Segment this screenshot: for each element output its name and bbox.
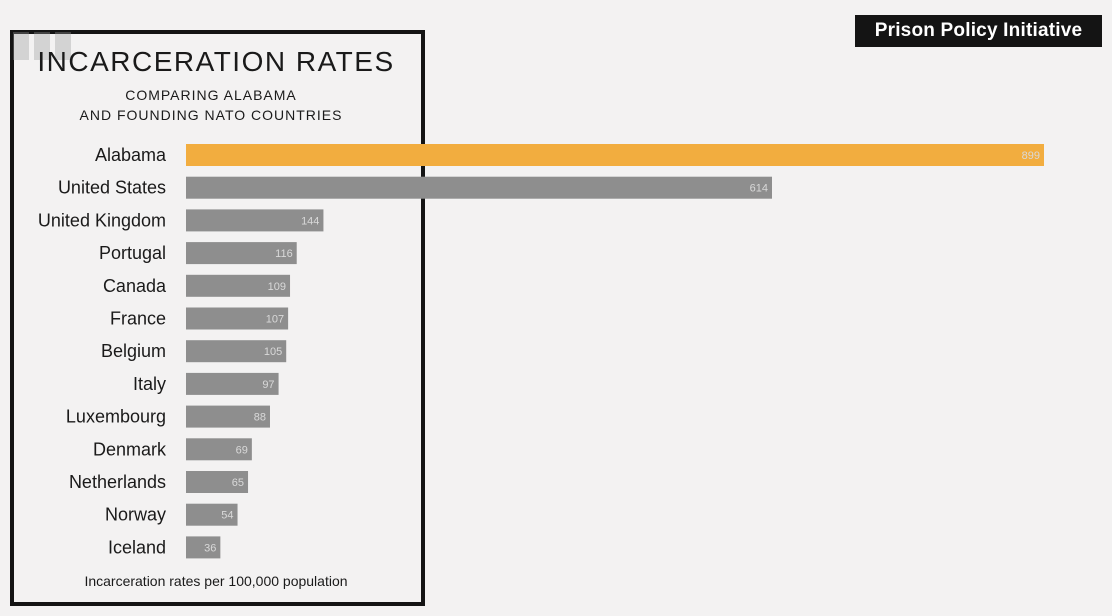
- chart-title: INCARCERATION RATES: [37, 46, 395, 77]
- category-label-france: France: [110, 309, 166, 329]
- bar-luxembourg: [186, 405, 270, 428]
- value-label-united-states: 614: [750, 183, 768, 195]
- value-label-norway: 54: [221, 510, 233, 522]
- chart-footnote: Incarceration rates per 100,000 populati…: [84, 573, 348, 589]
- category-label-netherlands: Netherlands: [69, 472, 166, 492]
- category-label-canada: Canada: [103, 276, 167, 296]
- bar-italy: [186, 372, 279, 395]
- value-label-denmark: 69: [236, 444, 248, 456]
- value-label-france: 107: [266, 314, 284, 326]
- bar-norway: [186, 503, 238, 526]
- bar-united-kingdom: [186, 209, 324, 232]
- category-label-portugal: Portugal: [99, 243, 166, 263]
- chart-subtitle-line-1: COMPARING ALABAMA: [125, 87, 297, 103]
- bar-netherlands: [186, 471, 249, 493]
- value-label-italy: 97: [262, 379, 274, 391]
- chart-frame: [10, 30, 425, 606]
- category-label-luxembourg: Luxembourg: [66, 407, 166, 427]
- bar-iceland: [186, 536, 221, 559]
- value-label-iceland: 36: [204, 542, 216, 554]
- category-label-belgium: Belgium: [101, 341, 166, 361]
- bar-alabama: [186, 144, 1044, 166]
- value-label-canada: 109: [268, 281, 286, 293]
- bar-belgium: [186, 340, 287, 363]
- source-badge: Prison Policy Initiative: [855, 15, 1102, 47]
- category-label-denmark: Denmark: [93, 439, 167, 459]
- category-label-united-kingdom: United Kingdom: [38, 210, 166, 230]
- bar-united-states: [186, 176, 772, 199]
- bar-portugal: [186, 242, 297, 265]
- value-label-portugal: 116: [275, 248, 293, 260]
- category-label-norway: Norway: [105, 505, 166, 525]
- bar-france: [186, 307, 289, 330]
- category-label-alabama: Alabama: [95, 145, 167, 165]
- value-label-united-kingdom: 144: [301, 215, 319, 227]
- bar-denmark: [186, 438, 252, 461]
- value-label-luxembourg: 88: [254, 412, 266, 424]
- category-label-united-states: United States: [58, 178, 166, 198]
- value-label-netherlands: 65: [232, 477, 244, 489]
- network-logo-icon: [13, 32, 71, 60]
- category-label-iceland: Iceland: [108, 537, 166, 557]
- value-label-belgium: 105: [264, 346, 282, 358]
- bar-canada: [186, 274, 291, 297]
- value-label-alabama: 899: [1022, 150, 1040, 162]
- chart-subtitle-line-2: AND FOUNDING NATO COUNTRIES: [79, 107, 343, 123]
- category-label-italy: Italy: [133, 374, 166, 394]
